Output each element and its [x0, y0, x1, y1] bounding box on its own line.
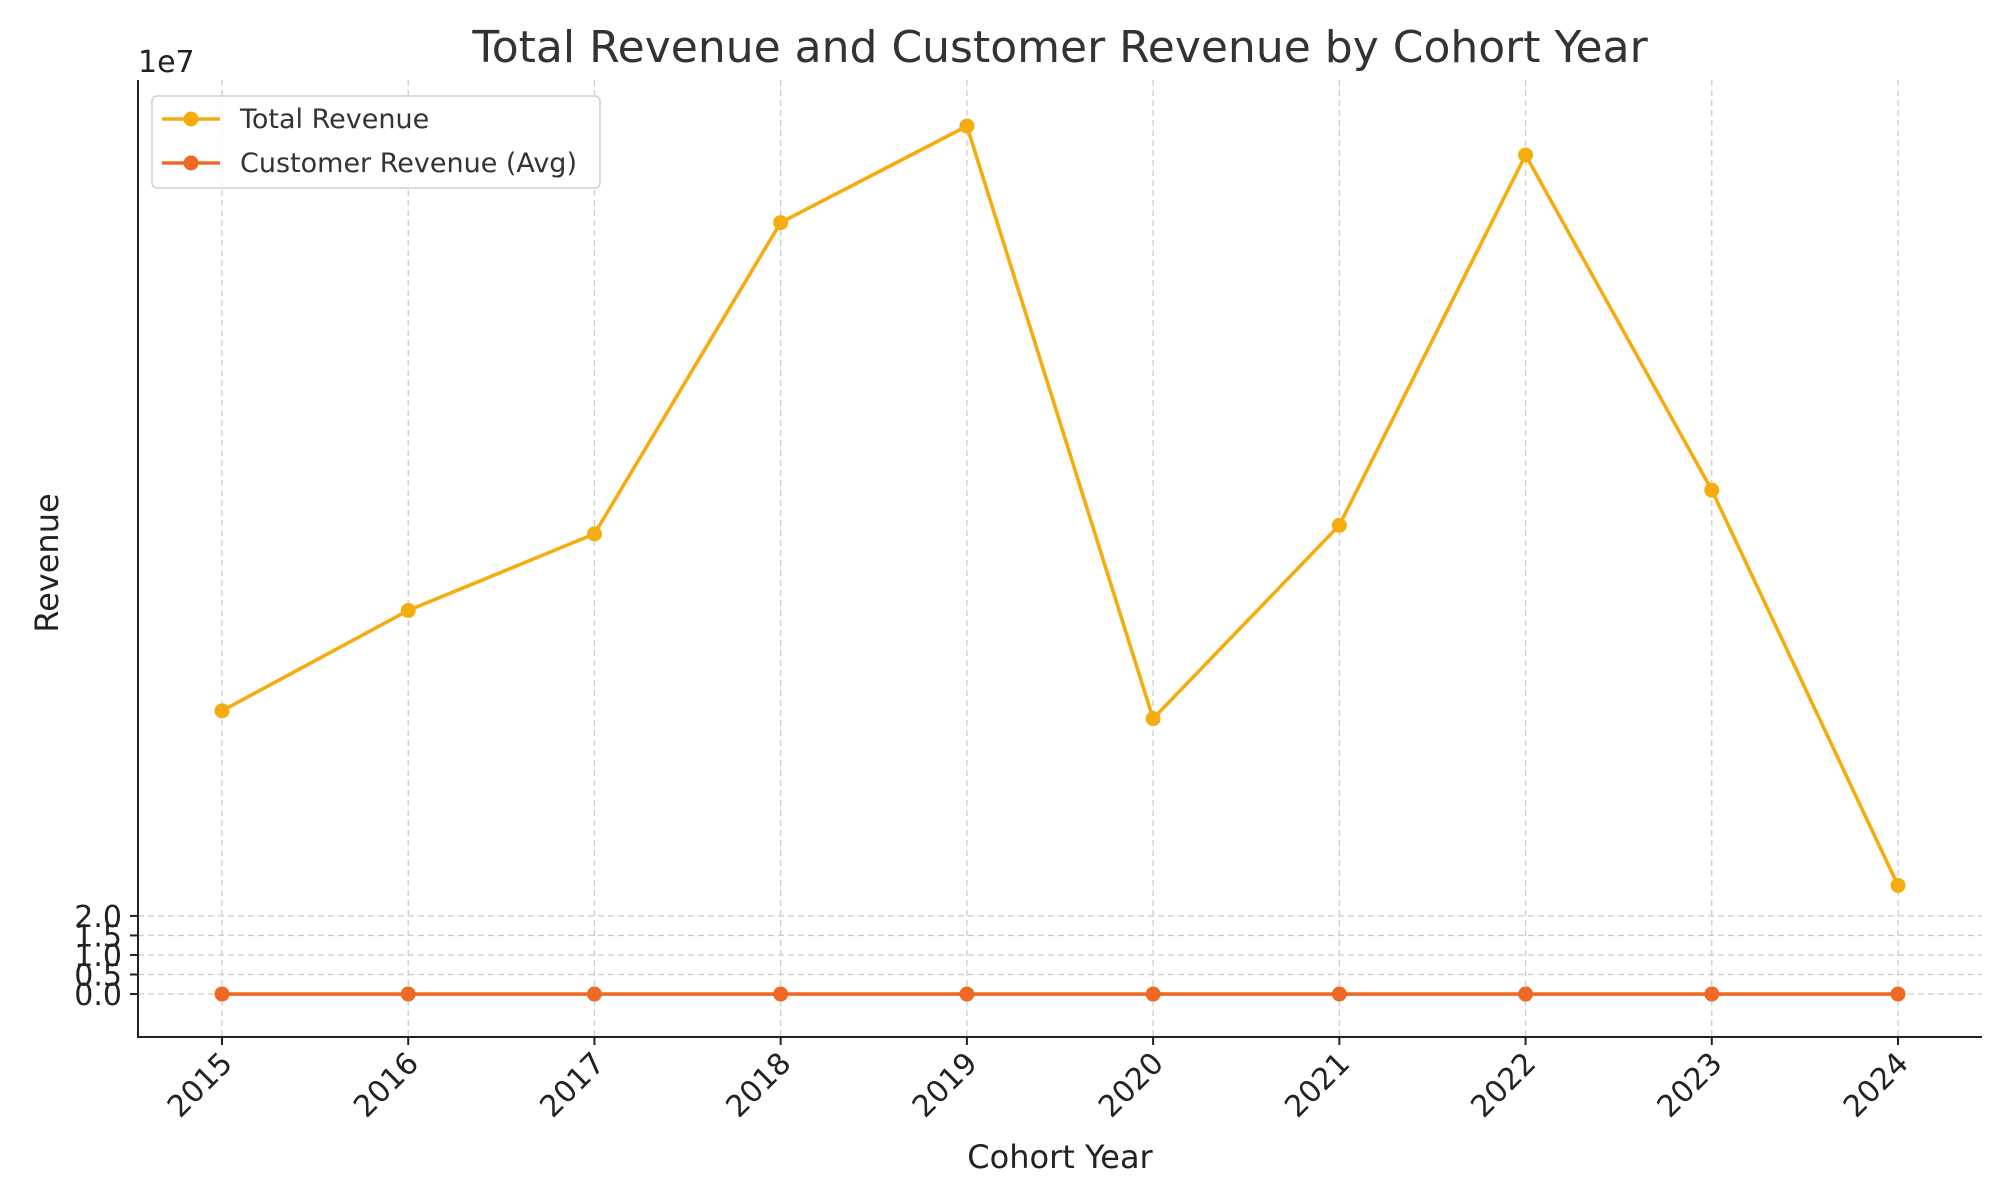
- y-tick-label: 0.0: [74, 978, 122, 1013]
- x-tick-label: 2020: [1092, 1046, 1171, 1125]
- y-offset-label: 1e7: [138, 45, 195, 80]
- legend-swatch-marker: [183, 111, 199, 127]
- series-2: [214, 986, 1906, 1002]
- data-point: [1145, 986, 1161, 1002]
- series-lines: [214, 118, 1906, 1002]
- data-point: [1331, 986, 1347, 1002]
- legend-entry-label: Customer Revenue (Avg): [240, 148, 577, 179]
- grid-lines: [138, 80, 1982, 1037]
- series-line: [221, 124, 1900, 887]
- legend-swatch-marker: [183, 155, 199, 171]
- y-axis-label: Revenue: [28, 493, 66, 632]
- data-point: [1704, 482, 1720, 498]
- x-tick-label: 2017: [533, 1046, 612, 1125]
- legend: Total Revenue Customer Revenue (Avg): [151, 95, 601, 189]
- y-tick-label: 2.0: [74, 900, 122, 935]
- x-tick-label: 2018: [720, 1046, 799, 1125]
- data-point: [1331, 517, 1347, 533]
- data-point: [1518, 986, 1534, 1002]
- data-point: [400, 602, 416, 618]
- x-tick-label: 2023: [1651, 1046, 1730, 1125]
- y-tick-label: 1.5: [74, 919, 122, 954]
- data-point: [1518, 147, 1534, 163]
- y-tick-label: 0.5: [74, 959, 122, 994]
- x-tick-label: 2024: [1837, 1046, 1916, 1125]
- data-point: [1890, 986, 1906, 1002]
- legend-box: [151, 95, 601, 189]
- legend-entry-label: Total Revenue: [239, 104, 429, 135]
- data-point: [586, 986, 602, 1002]
- x-tick-label: 2019: [906, 1046, 985, 1125]
- x-tick-label: 2022: [1464, 1046, 1543, 1125]
- data-point: [214, 986, 230, 1002]
- data-point: [400, 986, 416, 1002]
- data-point: [1145, 711, 1161, 727]
- axis-spines: [137, 80, 1982, 1038]
- y-tick-label: 1.0: [74, 939, 122, 974]
- series-1: [214, 118, 1906, 893]
- x-tick-label: 2021: [1278, 1046, 1357, 1125]
- data-point: [959, 118, 975, 134]
- x-tick-label: 2015: [161, 1046, 240, 1125]
- data-point: [1704, 986, 1720, 1002]
- data-point: [586, 526, 602, 542]
- data-point: [1890, 877, 1906, 893]
- data-point: [959, 986, 975, 1002]
- x-axis-label: Cohort Year: [967, 1138, 1153, 1176]
- data-point: [773, 986, 789, 1002]
- data-point: [773, 215, 789, 231]
- data-point: [214, 703, 230, 719]
- x-tick-label: 2016: [347, 1046, 426, 1125]
- axes: 0.00.51.01.52.0 2015 2016 2017 2018 2019 2020 2…: [74, 80, 1982, 1125]
- chart-title: Total Revenue and Customer Revenue by Co…: [471, 22, 1648, 73]
